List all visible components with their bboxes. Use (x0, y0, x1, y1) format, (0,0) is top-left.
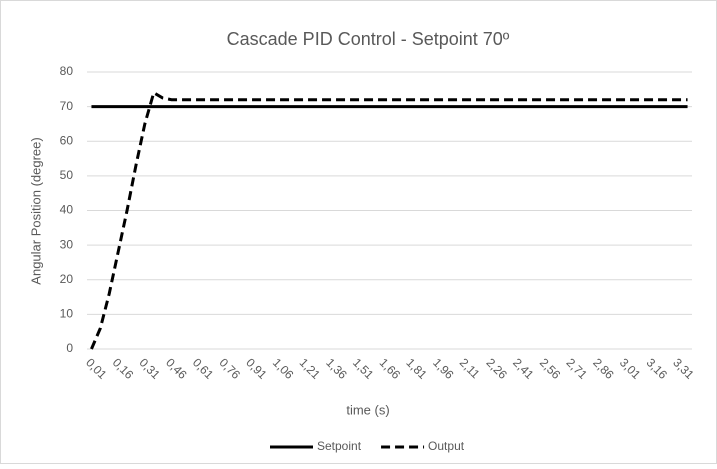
legend-label: Setpoint (317, 439, 362, 453)
y-tick-label: 40 (60, 203, 74, 217)
y-tick-label: 30 (60, 237, 74, 251)
series-line (90, 90, 688, 350)
chart-title: Cascade PID Control - Setpoint 70º (227, 29, 510, 49)
y-axis-title: Angular Position (degree) (28, 137, 43, 284)
x-axis-title: time (s) (346, 402, 389, 417)
y-tick-label: 20 (60, 272, 74, 286)
y-tick-label: 70 (60, 99, 74, 113)
y-tick-label: 50 (60, 168, 74, 182)
legend-label: Output (428, 439, 465, 453)
y-tick-label: 80 (60, 64, 74, 78)
y-tick-label: 10 (60, 307, 74, 321)
y-tick-label: 0 (66, 341, 73, 355)
y-tick-label: 60 (60, 133, 74, 147)
